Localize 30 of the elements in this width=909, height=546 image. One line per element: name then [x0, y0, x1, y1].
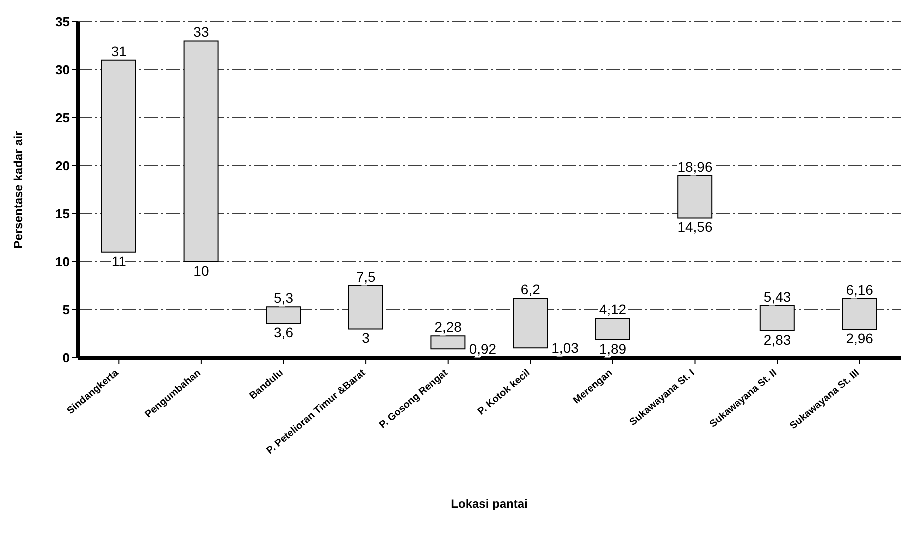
- bar: [595, 318, 630, 340]
- annotation: 5,3: [274, 290, 294, 306]
- annotation: 3,6: [274, 324, 294, 340]
- annotation: 1,89: [599, 340, 627, 357]
- annotation: 2,28: [434, 319, 462, 336]
- y-tick-label: 0: [62, 350, 70, 366]
- bar: [430, 336, 466, 350]
- y-tick-label: 30: [56, 62, 70, 78]
- x-axis-title: Lokasi pantai: [451, 497, 528, 511]
- y-tick-label: 20: [56, 158, 70, 174]
- annotation: 0,92: [469, 341, 497, 358]
- annotation: 3: [362, 330, 370, 346]
- annotation: 1,03: [552, 340, 580, 356]
- y-tick-label: 10: [56, 254, 70, 270]
- annotation: 7,5: [356, 269, 376, 285]
- y-tick-label: 25: [56, 110, 70, 126]
- annotation: 10: [194, 262, 210, 279]
- annotation: 2,96: [846, 330, 874, 347]
- annotation: 33: [194, 24, 210, 40]
- annotation: 14,56: [678, 219, 713, 236]
- annotation: 31: [111, 43, 128, 60]
- annotation: 11: [112, 253, 127, 270]
- y-tick-label: 35: [56, 14, 70, 30]
- annotation: 6,2: [520, 281, 541, 298]
- annotation: 2,83: [764, 332, 792, 348]
- y-tick-label: 15: [56, 206, 70, 222]
- y-tick-label: 5: [62, 302, 70, 318]
- y-axis-title: Persentase kadar air: [11, 130, 26, 249]
- annotation: 6,16: [846, 282, 874, 298]
- annotation: 5,43: [764, 288, 792, 305]
